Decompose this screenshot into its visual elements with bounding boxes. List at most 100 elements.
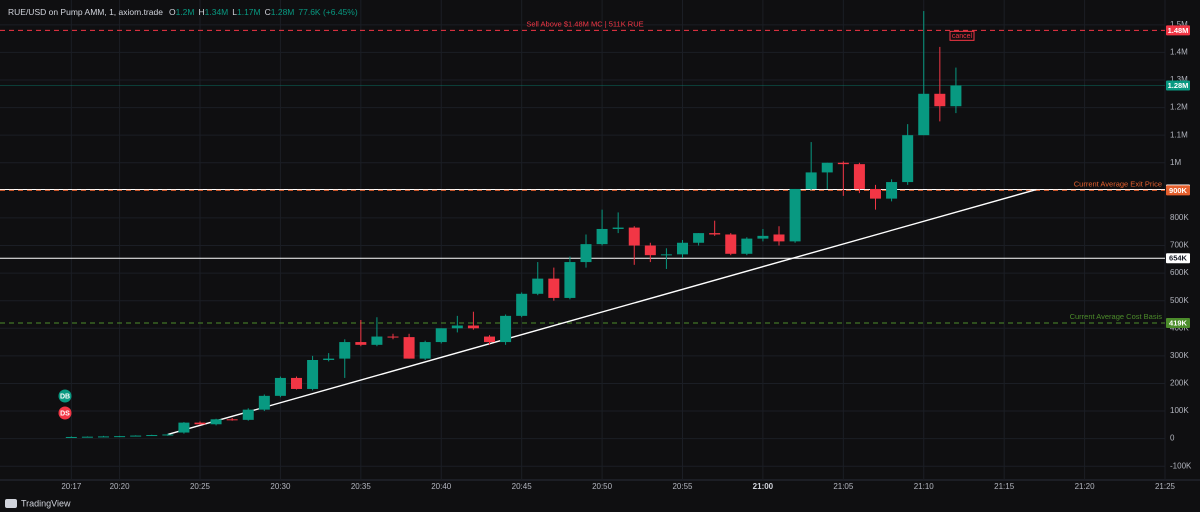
candle [596,209,608,246]
candle-body [484,336,495,343]
candle-body [467,325,479,329]
candle [242,408,254,421]
candle-body [355,342,367,345]
candle-body [435,328,447,343]
candle-body [146,435,158,437]
y-tick-label: 600K [1170,268,1189,277]
grid [0,0,1166,480]
candle-body [773,234,785,242]
x-tick-label: 20:20 [110,482,131,491]
candle [291,376,302,390]
candle-body [805,172,817,189]
candle-body [81,436,93,438]
candle-body [291,377,302,389]
candle [853,162,865,194]
candle [805,142,817,191]
price-label-bg [1166,25,1190,36]
candle [130,435,142,437]
candle-body [612,227,624,229]
ohlc-label: H [198,7,204,17]
price-label: 900K [1169,186,1188,195]
candle-body [934,93,946,107]
candle-body [741,238,753,254]
candle-body [821,162,833,173]
candle [210,418,222,426]
candle-body [242,409,254,420]
candle-body [580,244,592,263]
candle [789,188,801,243]
cancel-button[interactable]: cancel [952,33,973,40]
candle [870,184,881,210]
candle-body [274,377,286,396]
candle-body [178,422,190,433]
level-text: Current Average Cost Basis [1070,312,1163,321]
candle-body [660,254,672,256]
candle-body [65,436,77,438]
symbol-title: RUE/USD on Pump AMM, 1, axiom.trade [8,7,163,17]
y-tick-label: 1.1M [1170,130,1188,139]
brand: TradingView [21,498,71,508]
candle-body [162,434,174,436]
candle [757,228,769,242]
ohlc-value: 1.34M [205,7,229,17]
candle [178,422,190,434]
candle [98,435,109,438]
candle [532,262,544,296]
candle [81,436,93,438]
price-label-bg [1166,185,1190,196]
candle [146,434,158,437]
candle-body [757,235,769,239]
candle [323,353,335,362]
price-label-bg [1166,80,1190,91]
price-label: 1.48M [1168,26,1189,35]
candle [435,328,447,344]
candle-body [258,395,270,410]
price-label-bg [1166,318,1190,329]
candle [934,46,946,122]
candle [419,340,431,360]
marker-label: DB [60,393,70,400]
candle [162,433,174,436]
candle [950,67,962,114]
x-tick-label: 20:40 [431,482,452,491]
x-tick-label: 21:20 [1075,482,1096,491]
candle [548,267,560,301]
candle [307,355,319,391]
marker [58,389,72,403]
candle [226,417,238,421]
candle-body [516,293,528,316]
candle [114,435,126,438]
ohlc-value: 1.28M [271,7,295,17]
ohlc-value: 1.2M [176,7,195,17]
candle [644,242,656,263]
candle-body [564,262,576,298]
candle-body [307,360,319,389]
candle-body [693,233,705,243]
ohlc-label: O [169,7,176,17]
candle-body [902,135,914,183]
x-tick-label: 21:00 [753,482,774,491]
change: 77.6K (+6.45%) [298,7,357,17]
candle-body [870,188,881,199]
ohlc-label: C [265,7,271,17]
candle-body [837,162,849,165]
y-tick-label: 1.3M [1170,75,1188,84]
candle-body [644,245,656,256]
candle [725,233,737,256]
x-tick-label: 21:10 [914,482,935,491]
candle-body [677,242,688,255]
candle [741,237,753,256]
candle-body [339,342,351,359]
x-tick-label: 20:17 [61,482,82,491]
x-tick-label: 21:05 [833,482,854,491]
candle-body [194,422,206,425]
candle [918,11,930,136]
cancel-button-box[interactable] [949,30,975,41]
candle [902,124,914,185]
candle-body [548,278,560,298]
marker [58,406,72,420]
candle [886,179,898,202]
header: RUE/USD on Pump AMM, 1, axiom.trade O1.2M… [8,7,358,17]
candle [612,212,624,234]
